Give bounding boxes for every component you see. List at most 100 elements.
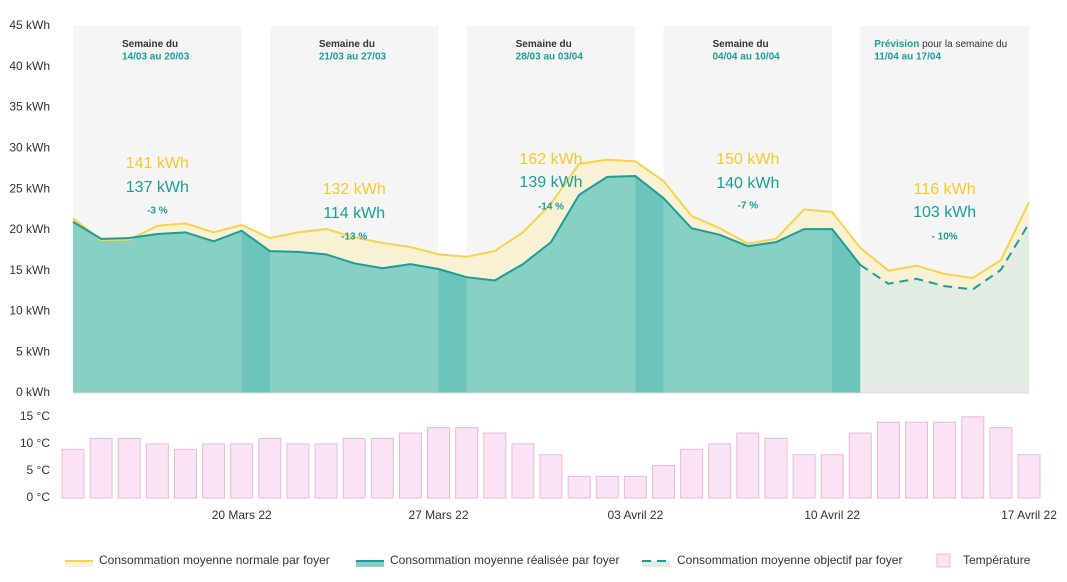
week-diff: - 10%: [932, 232, 958, 243]
week-realized: 139 kWh: [519, 174, 582, 191]
y-tick-label: 20 kWh: [9, 222, 50, 236]
temperature-bar: [483, 432, 507, 499]
week-title-text: pour la semaine du: [919, 39, 1007, 50]
temperature-bar: [876, 421, 900, 499]
week-dates: 04/04 au 10/04: [712, 52, 780, 63]
x-tick-label: 20 Mars 22: [212, 508, 272, 522]
temperature-bar: [173, 448, 197, 499]
y-tick-label: 10 kWh: [9, 304, 50, 318]
temperature-bar: [905, 421, 929, 499]
week-realized: 114 kWh: [323, 205, 385, 222]
legend-swatch: [356, 561, 384, 567]
series-line: [859, 222, 1030, 291]
week-normal: 116 kWh: [914, 181, 976, 198]
temperature-bar: [145, 443, 169, 499]
temperature-bar: [764, 437, 788, 499]
temperature-bar: [539, 454, 563, 499]
week-realized: 137 kWh: [126, 179, 189, 196]
area-fill: [860, 223, 1029, 393]
y-tick-label: 5 °C: [27, 463, 51, 477]
temperature-bar: [511, 443, 535, 499]
temperature-bar: [792, 454, 816, 499]
temperature-bar: [342, 437, 366, 499]
week-dates: 28/03 au 03/04: [516, 52, 584, 63]
y-tick-label: 40 kWh: [9, 59, 50, 73]
temperature-bar: [230, 443, 254, 499]
y-tick-label: 10 °C: [20, 436, 50, 450]
legend-swatch: [642, 561, 670, 567]
temperature-bar: [989, 427, 1013, 499]
y-tick-label: 35 kWh: [9, 100, 50, 114]
gap-band: [832, 176, 861, 393]
x-tick-label: 10 Avril 22: [804, 508, 860, 522]
legend-swatch: [936, 553, 951, 568]
week-diff: -14 %: [538, 202, 564, 213]
week-title-bold: Prévision: [874, 39, 919, 50]
week-realized: 140 kWh: [716, 175, 779, 192]
temperature-bar: [595, 475, 619, 499]
legend-label: Consommation moyenne objectif par foyer: [677, 553, 902, 567]
temperature-bar: [1017, 454, 1041, 499]
temperature-bar: [370, 437, 394, 499]
week-title-text: Semaine du: [122, 39, 178, 50]
gap-band: [635, 176, 664, 393]
week-realized: 103 kWh: [913, 204, 976, 221]
week-diff: -3 %: [147, 206, 168, 217]
week-normal: 150 kWh: [716, 151, 779, 168]
temperature-bar: [567, 475, 591, 499]
gap-band: [438, 176, 467, 393]
temperature-bar: [708, 443, 732, 499]
gap-band: [241, 176, 270, 393]
y-tick-label: 25 kWh: [9, 181, 50, 195]
y-tick-label: 0 °C: [27, 490, 51, 504]
temperature-bar: [961, 416, 985, 499]
temperature-bar: [202, 443, 226, 499]
x-tick-label: 27 Mars 22: [409, 508, 469, 522]
temperature-bar: [680, 448, 704, 499]
temperature-bar: [651, 465, 675, 499]
week-dates: 11/04 au 17/04: [874, 52, 941, 63]
temperature-bar: [89, 437, 113, 499]
week-title-text: Semaine du: [516, 39, 572, 50]
legend-label: Consommation moyenne réalisée par foyer: [390, 553, 619, 567]
temperature-bar: [398, 432, 422, 499]
week-title: Semaine du: [516, 39, 572, 50]
legend-label: Consommation moyenne normale par foyer: [99, 553, 330, 567]
temperature-bar: [258, 437, 282, 499]
temperature-bar: [736, 432, 760, 499]
x-tick-label: 03 Avril 22: [607, 508, 663, 522]
x-tick-label: 17 Avril 22: [1001, 508, 1057, 522]
y-tick-label: 0 kWh: [16, 385, 50, 399]
week-diff: -13 %: [341, 232, 367, 243]
temperature-bar: [427, 427, 451, 499]
y-tick-label: 30 kWh: [9, 141, 50, 155]
week-title-text: Semaine du: [319, 39, 375, 50]
legend-label: Température: [963, 553, 1031, 567]
week-title: Semaine du: [319, 39, 375, 50]
temperature-bar: [848, 432, 872, 499]
week-diff: -7 %: [738, 201, 759, 212]
temperature-bar: [314, 443, 338, 499]
temperature-bar: [455, 427, 479, 499]
temperature-bar: [933, 421, 957, 499]
week-dates: 21/03 au 27/03: [319, 52, 387, 63]
y-tick-label: 45 kWh: [9, 18, 50, 32]
week-title-text: Semaine du: [712, 39, 768, 50]
week-title: Semaine du: [712, 39, 768, 50]
temperature-bar: [117, 437, 141, 499]
temperature-bar: [820, 454, 844, 499]
series-line: [72, 158, 1030, 280]
week-title: Semaine du: [122, 39, 178, 50]
week-normal: 132 kWh: [323, 181, 386, 198]
series-line: [72, 175, 862, 282]
y-tick-label: 15 kWh: [9, 263, 50, 277]
week-title: Prévision pour la semaine du: [874, 39, 1007, 50]
temperature-bar: [623, 475, 647, 499]
temperature-bar: [61, 448, 85, 499]
legend-swatch: [65, 561, 93, 567]
week-dates: 14/03 au 20/03: [122, 52, 190, 63]
week-normal: 141 kWh: [126, 155, 189, 172]
y-tick-label: 5 kWh: [16, 344, 50, 358]
y-tick-label: 15 °C: [20, 409, 50, 423]
